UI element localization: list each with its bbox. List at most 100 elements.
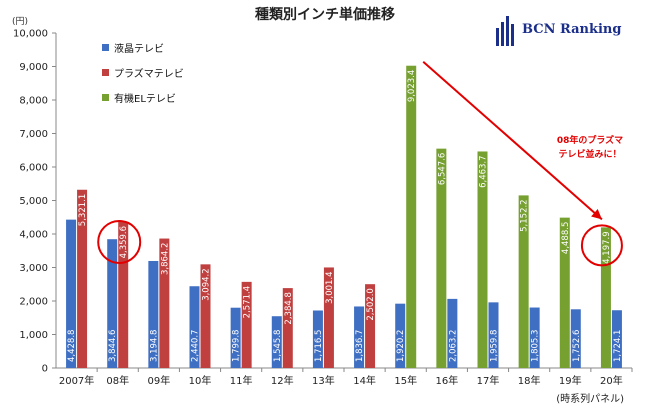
bcn-logo-icon <box>496 16 518 46</box>
bar <box>395 303 406 368</box>
bar <box>241 281 252 368</box>
bar <box>611 310 622 368</box>
x-tick-label: 17年 <box>477 374 500 387</box>
bar-data-label: 2,571.4 <box>243 286 253 318</box>
bar-data-label: 1,805.3 <box>531 330 541 362</box>
bar <box>271 316 282 368</box>
bar-data-label: 3,844.6 <box>108 330 118 362</box>
y-tick-label: 1,000 <box>19 330 48 341</box>
bar-data-label: 2,502.0 <box>366 288 376 320</box>
y-tick-label: 2,000 <box>19 297 48 308</box>
bar <box>282 288 293 368</box>
bar <box>200 264 211 368</box>
y-tick-label: 9,000 <box>19 62 48 73</box>
annotation-line-2: テレビ並みに！ <box>558 150 622 160</box>
bcn-logo-text: BCN Ranking <box>522 22 622 37</box>
annotation-arrow-line <box>422 60 603 221</box>
bar-data-label: 5,321.1 <box>78 194 88 226</box>
y-tick-label: 6,000 <box>19 163 48 174</box>
x-tick-label: 16年 <box>435 374 458 387</box>
annotation-circle-08 <box>97 219 142 264</box>
bar-data-label: 3,864.2 <box>160 243 170 275</box>
bar-data-label: 1,959.8 <box>490 330 500 362</box>
y-tick-label: 3,000 <box>19 263 48 274</box>
y-tick-label: 8,000 <box>19 96 48 107</box>
bcn-ranking-logo: BCN Ranking <box>496 14 622 50</box>
x-tick-label: 18年 <box>518 374 541 387</box>
bar-data-label: 1,836.7 <box>355 330 365 362</box>
bar-data-label: 2,440.7 <box>191 330 201 362</box>
bar <box>477 151 488 368</box>
bar <box>148 260 159 368</box>
bar <box>570 309 581 368</box>
x-tick-label: 11年 <box>230 374 253 387</box>
bar <box>354 306 365 368</box>
bar-data-label: 4,197.9 <box>602 231 612 263</box>
bar-data-label: 2,384.8 <box>284 292 294 324</box>
y-tick-label: 10,000 <box>13 29 48 40</box>
x-tick-label: 14年 <box>353 374 376 387</box>
bar-data-label: 4,428.8 <box>67 330 77 362</box>
bar-data-label: 4,488.5 <box>561 222 571 254</box>
annotation-circle-20 <box>580 224 623 267</box>
legend-swatch-lcd <box>102 44 109 51</box>
x-tick-label: 10年 <box>189 374 212 387</box>
bar <box>518 195 529 368</box>
bar-data-label: 4,359.6 <box>119 226 129 258</box>
x-tick-label: 2007年 <box>59 374 94 387</box>
bar <box>436 148 447 368</box>
bar-data-label: 9,023.4 <box>407 70 417 102</box>
bar <box>189 286 200 368</box>
y-tick-label: 5,000 <box>19 196 48 207</box>
bar-data-label: 1,752.6 <box>572 330 582 362</box>
legend-label-plasma: プラズマテレビ <box>114 69 184 80</box>
bar <box>365 284 376 368</box>
bar-data-label: 5,152.2 <box>520 199 530 231</box>
bar <box>529 307 540 368</box>
annotation-line-1: 08年のプラズマ <box>556 136 624 146</box>
x-tick-label: 19年 <box>559 374 582 387</box>
legend-label-el: 有機ELテレビ <box>114 94 176 105</box>
bar <box>159 238 170 368</box>
x-tick-label: 13年 <box>312 374 335 387</box>
bar <box>600 227 611 368</box>
x-tick-label: 12年 <box>271 374 294 387</box>
y-tick-label: 0 <box>42 364 48 375</box>
bar-data-label: 3,194.8 <box>149 330 159 362</box>
annotation-callout: 08年のプラズマ テレビ並みに！ <box>540 134 640 162</box>
bar-data-label: 3,001.4 <box>325 271 335 303</box>
bar-data-label: 1,920.2 <box>396 330 406 362</box>
bar <box>559 217 570 368</box>
y-axis-unit-label: (円) <box>12 17 29 27</box>
legend-swatch-plasma <box>102 69 109 76</box>
bar-data-label: 3,094.2 <box>202 268 212 300</box>
annotation-arrow-head <box>591 209 602 220</box>
x-tick-label: 20年 <box>600 374 623 387</box>
bar <box>118 221 129 368</box>
bar <box>447 298 458 368</box>
chart-title: 種類別インチ単価推移 <box>255 7 395 23</box>
bar-data-label: 1,545.8 <box>273 330 283 362</box>
bar-data-label: 1,724.1 <box>613 330 623 362</box>
x-tick-label: 08年 <box>106 374 129 387</box>
bar <box>406 65 417 369</box>
bar <box>77 189 88 368</box>
bar <box>323 267 334 368</box>
bar <box>66 219 77 368</box>
footnote: (時系列パネル) <box>556 394 624 405</box>
bar <box>312 310 323 368</box>
legend-label-lcd: 液晶テレビ <box>114 44 164 55</box>
bar <box>107 239 118 368</box>
bar-data-label: 6,463.7 <box>479 155 489 187</box>
x-tick-label: 15年 <box>394 374 417 387</box>
bar <box>230 307 241 368</box>
bar <box>488 302 499 368</box>
bar-data-label: 6,547.6 <box>437 153 447 185</box>
bar-data-label: 2,063.2 <box>448 330 458 362</box>
y-tick-label: 7,000 <box>19 129 48 140</box>
bar-data-label: 1,799.8 <box>232 330 242 362</box>
bar-data-label: 1,716.5 <box>314 330 324 362</box>
legend-swatch-el <box>102 94 109 101</box>
x-tick-label: 09年 <box>147 374 170 387</box>
